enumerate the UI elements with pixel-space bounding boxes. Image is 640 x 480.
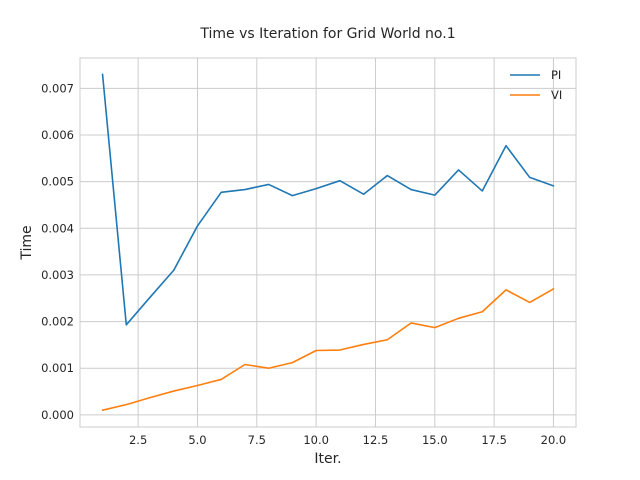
plot-area bbox=[79, 57, 577, 428]
x-tick-label: 12.5 bbox=[363, 433, 389, 447]
x-tick-label: 7.5 bbox=[248, 433, 266, 447]
legend-label-vi: VI bbox=[551, 88, 562, 102]
y-tick-label: 0.004 bbox=[41, 221, 74, 235]
x-axis-label: Iter. bbox=[314, 451, 341, 467]
series-layer bbox=[101, 73, 555, 412]
x-tick-label: 17.5 bbox=[481, 433, 507, 447]
y-tick-label: 0.006 bbox=[41, 128, 74, 142]
y-axis-ticks: 0.000 0.001 0.002 0.003 0.004 0.005 0.006 0.007 bbox=[41, 81, 74, 422]
legend: PI VI bbox=[510, 68, 562, 102]
x-axis-ticks: 2.5 5.0 7.5 10.0 12.5 15.0 17.5 20.0 bbox=[129, 433, 566, 447]
x-tick-label: 2.5 bbox=[129, 433, 147, 447]
x-tick-label: 15.0 bbox=[422, 433, 448, 447]
grid-lines bbox=[80, 58, 576, 427]
y-axis-label: Time bbox=[19, 225, 35, 260]
series-line-pi bbox=[101, 73, 555, 326]
y-tick-label: 0.003 bbox=[41, 268, 74, 282]
y-tick-label: 0.007 bbox=[41, 81, 74, 95]
chart-title: Time vs Iteration for Grid World no.1 bbox=[199, 26, 455, 42]
y-tick-label: 0.002 bbox=[41, 315, 74, 329]
series-line-vi bbox=[101, 288, 555, 412]
x-tick-label: 5.0 bbox=[188, 433, 206, 447]
legend-label-pi: PI bbox=[551, 68, 561, 82]
x-tick-label: 10.0 bbox=[303, 433, 329, 447]
y-tick-label: 0.000 bbox=[41, 408, 74, 422]
x-tick-label: 20.0 bbox=[541, 433, 567, 447]
y-tick-label: 0.001 bbox=[41, 361, 74, 375]
y-tick-label: 0.005 bbox=[41, 175, 74, 189]
